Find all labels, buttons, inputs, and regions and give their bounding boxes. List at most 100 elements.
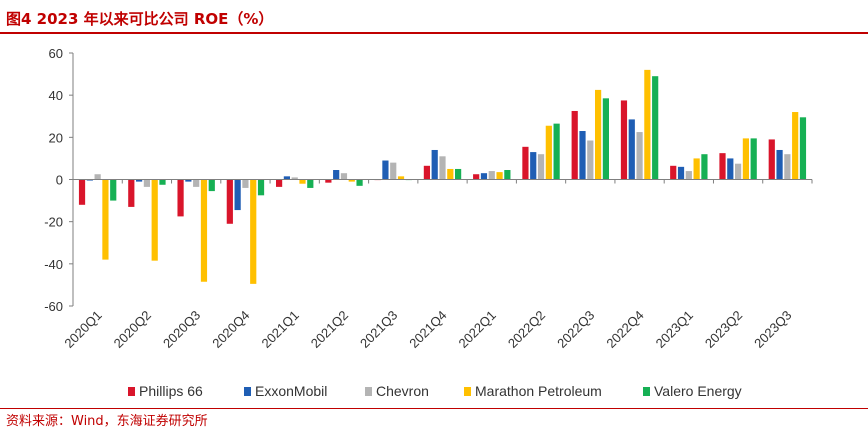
bar-phillips-66-2020q3 bbox=[177, 179, 184, 217]
bar-phillips-66-2022q3 bbox=[571, 110, 578, 180]
bar-valero-energy-2023q2 bbox=[750, 138, 757, 180]
bar-valero-energy-2020q3 bbox=[208, 179, 215, 192]
bar-chevron-2022q2 bbox=[537, 154, 545, 180]
y-tick-label: 0 bbox=[56, 173, 63, 188]
bar-chevron-2020q3 bbox=[193, 179, 200, 187]
bar-phillips-66-2022q2 bbox=[522, 146, 529, 180]
bar-phillips-66-2022q4 bbox=[620, 100, 628, 180]
bar-phillips-66-2020q1 bbox=[78, 179, 86, 205]
bar-marathon-petroleum-2021q2 bbox=[348, 179, 355, 182]
legend-swatch bbox=[365, 387, 372, 396]
bar-marathon-petroleum-2022q3 bbox=[595, 89, 602, 180]
y-tick-label: -20 bbox=[44, 215, 63, 230]
bar-marathon-petroleum-2021q1 bbox=[299, 179, 306, 184]
bar-chevron-2021q3 bbox=[390, 162, 397, 180]
bar-phillips-66-2022q1 bbox=[473, 174, 480, 180]
y-tick-label: -60 bbox=[44, 299, 63, 314]
bar-phillips-66-2023q1 bbox=[670, 165, 677, 180]
x-tick-label: 2022Q2 bbox=[505, 308, 548, 351]
bar-exxonmobil-2022q2 bbox=[530, 152, 537, 180]
bar-valero-energy-2021q2 bbox=[356, 179, 363, 186]
bar-valero-energy-2023q1 bbox=[701, 154, 708, 180]
bar-valero-energy-2022q3 bbox=[602, 98, 609, 180]
bar-marathon-petroleum-2020q2 bbox=[151, 179, 158, 261]
bar-phillips-66-2021q4 bbox=[423, 165, 430, 180]
bar-exxonmobil-2020q1 bbox=[86, 179, 93, 181]
legend-label: Phillips 66 bbox=[139, 383, 203, 399]
bar-exxonmobil-2021q2 bbox=[333, 170, 340, 180]
bar-chevron-2020q4 bbox=[242, 179, 249, 188]
bar-valero-energy-2020q1 bbox=[110, 179, 117, 201]
bar-marathon-petroleum-2023q1 bbox=[693, 158, 700, 180]
bar-chevron-2021q4 bbox=[439, 156, 446, 180]
bar-exxonmobil-2022q3 bbox=[579, 131, 586, 180]
bar-chevron-2020q1 bbox=[94, 174, 101, 180]
source-divider bbox=[0, 408, 868, 409]
bar-exxonmobil-2022q1 bbox=[480, 173, 488, 180]
bar-valero-energy-2022q2 bbox=[553, 123, 560, 180]
bar-phillips-66-2020q4 bbox=[226, 179, 233, 224]
x-tick-label: 2021Q4 bbox=[406, 308, 449, 351]
x-tick-label: 2020Q4 bbox=[209, 308, 252, 351]
bar-chevron-2021q1 bbox=[291, 177, 298, 180]
bar-valero-energy-2020q2 bbox=[159, 179, 166, 185]
figure-title: 图4 2023 年以来可比公司 ROE（%） bbox=[6, 10, 274, 28]
legend-label: Valero Energy bbox=[654, 383, 742, 399]
bar-chevron-2020q2 bbox=[143, 179, 150, 187]
bar-exxonmobil-2020q3 bbox=[185, 179, 192, 182]
bar-chevron-2022q3 bbox=[587, 140, 594, 180]
bar-chevron-2021q2 bbox=[340, 173, 348, 180]
source-note: 资料来源：Wind，东海证券研究所 bbox=[6, 414, 208, 429]
bar-valero-energy-2021q4 bbox=[455, 168, 462, 180]
axes-layer: -60 -40 -20 0 20 40 60 2020Q1 2020Q2 2020Q3 2020Q4… bbox=[44, 46, 813, 351]
bar-phillips-66-2021q2 bbox=[325, 179, 332, 183]
bar-valero-energy-2021q1 bbox=[307, 179, 314, 188]
x-tick-label: 2021Q2 bbox=[308, 308, 351, 351]
bar-exxonmobil-2023q1 bbox=[677, 166, 685, 180]
legend-label: Chevron bbox=[376, 383, 429, 399]
x-tick-label: 2020Q2 bbox=[111, 308, 154, 351]
x-tick-label: 2023Q3 bbox=[751, 308, 794, 351]
x-tick-label: 2023Q1 bbox=[653, 308, 696, 351]
bar-chevron-2023q3 bbox=[784, 154, 791, 180]
bars-layer bbox=[78, 69, 807, 284]
x-tick-label: 2022Q4 bbox=[603, 308, 646, 351]
bar-valero-energy-2023q3 bbox=[799, 117, 807, 180]
bar-marathon-petroleum-2022q1 bbox=[496, 172, 503, 180]
bar-chevron-2022q1 bbox=[488, 171, 495, 180]
bar-marathon-petroleum-2022q2 bbox=[545, 125, 552, 180]
bar-chevron-2023q2 bbox=[735, 163, 742, 180]
bar-phillips-66-2020q2 bbox=[128, 179, 135, 207]
x-tick-label: 2022Q1 bbox=[456, 308, 499, 351]
bar-exxonmobil-2021q3 bbox=[382, 160, 389, 180]
x-tick-label: 2020Q3 bbox=[160, 308, 203, 351]
x-tick-label: 2021Q3 bbox=[357, 308, 400, 351]
legend-swatch bbox=[643, 387, 650, 396]
bar-exxonmobil-2021q1 bbox=[283, 176, 290, 180]
bar-marathon-petroleum-2020q1 bbox=[102, 179, 109, 260]
y-tick-label: 60 bbox=[49, 46, 63, 61]
bar-phillips-66-2023q3 bbox=[768, 139, 775, 180]
legend-swatch bbox=[128, 387, 135, 396]
bar-marathon-petroleum-2021q3 bbox=[397, 176, 405, 180]
bar-marathon-petroleum-2022q4 bbox=[644, 69, 651, 180]
y-tick-label: 20 bbox=[49, 130, 63, 145]
legend-swatch bbox=[244, 387, 251, 396]
bar-chevron-2022q4 bbox=[636, 132, 643, 180]
title-divider bbox=[0, 32, 868, 34]
x-tick-label: 2021Q1 bbox=[259, 308, 302, 351]
bar-marathon-petroleum-2020q4 bbox=[250, 179, 257, 284]
bar-marathon-petroleum-2023q2 bbox=[742, 138, 749, 180]
x-tick-label: 2020Q1 bbox=[61, 308, 104, 351]
legend-swatch bbox=[464, 387, 471, 396]
legend-label: ExxonMobil bbox=[255, 383, 327, 399]
bar-valero-energy-2022q4 bbox=[652, 76, 659, 180]
x-tick-label: 2022Q3 bbox=[554, 308, 597, 351]
bar-exxonmobil-2020q4 bbox=[234, 179, 241, 211]
bar-phillips-66-2023q2 bbox=[719, 153, 726, 180]
bar-exxonmobil-2022q4 bbox=[628, 119, 635, 180]
bar-phillips-66-2021q1 bbox=[276, 179, 283, 187]
y-tick-label: -40 bbox=[44, 257, 63, 272]
legend: Phillips 66 ExxonMobil Chevron Marathon Pet… bbox=[128, 383, 742, 399]
